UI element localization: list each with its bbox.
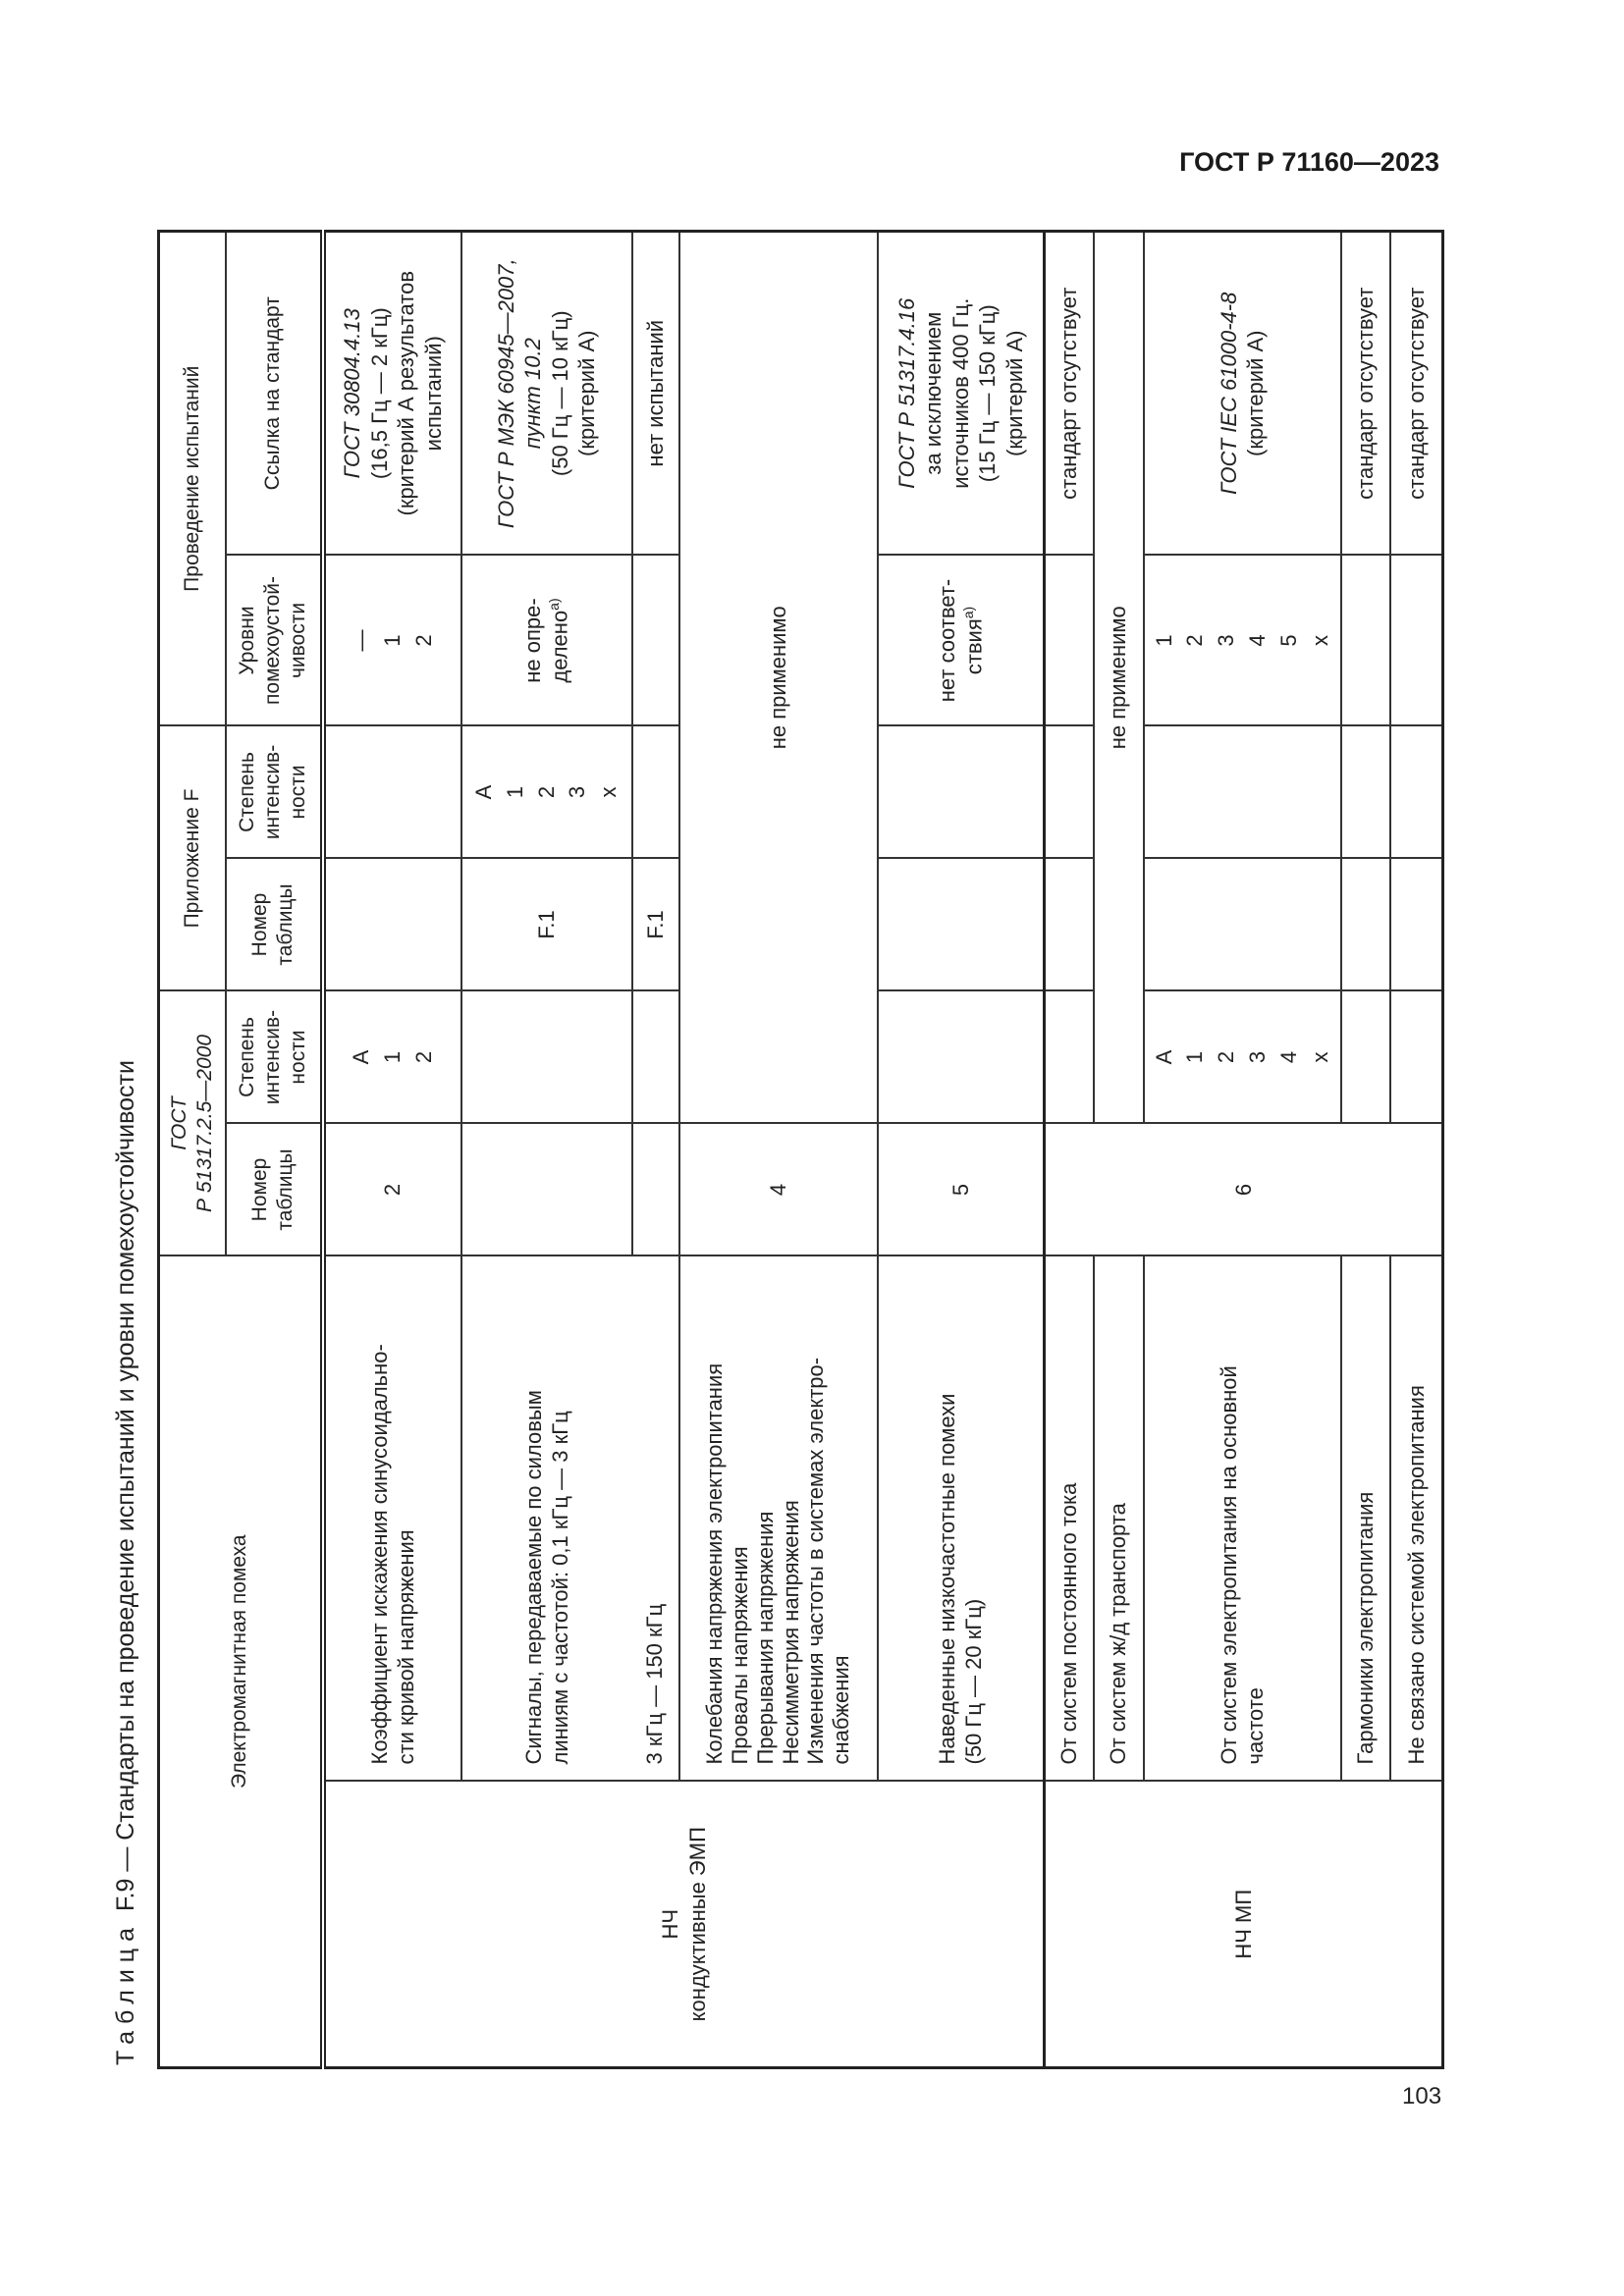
gost-table-cell: 4 <box>678 1123 878 1256</box>
standard-ref-cell: ГОСТ 30804.4.13 (16,5 Гц — 2 кГц) (крите… <box>322 231 461 556</box>
header-disturbance: Электромагнитная помеха <box>158 1255 323 2068</box>
standard-ref-cell: стандарт отсутствует <box>1340 231 1390 556</box>
annex-table-cell <box>1044 858 1094 991</box>
phenomenon-cell: От систем электропитания на основной час… <box>1143 1255 1341 1782</box>
phenomenon-cell: От систем постоянного тока <box>1044 1255 1094 1782</box>
header-annex-group: Приложение F <box>158 725 226 991</box>
table-row: НЧ кондуктивные ЭМП Коэффициент искажени… <box>322 231 1045 2068</box>
annex-table-cell <box>1143 858 1341 991</box>
annex-table-cell <box>1340 858 1390 991</box>
not-applicable-cell: не применимо <box>1093 231 1144 1124</box>
gost-table-cell: 5 <box>877 1123 1045 1256</box>
levels-cell: не опре- деленоа) <box>460 555 632 726</box>
annex-table-cell <box>322 858 461 991</box>
levels-cell: 1 2 3 4 5 x <box>1143 555 1341 726</box>
annex-severity-cell <box>1340 725 1390 859</box>
levels-cell: — 1 2 <box>322 555 461 726</box>
standard-ref-cell: стандарт отсутствует <box>1044 231 1094 556</box>
phenomenon-cell: 3 кГц — 150 кГц <box>631 1255 679 1782</box>
phenomenon-cell: Не связано системой электропитания <box>1389 1255 1443 1782</box>
annex-severity-cell <box>322 725 461 859</box>
gost-severity-cell <box>631 990 679 1124</box>
annex-severity-cell <box>1143 725 1341 859</box>
category-cell: НЧ МП <box>1044 1781 1443 2068</box>
gost-severity-cell <box>1340 990 1390 1124</box>
phenomenon-cell: Гармоники электропитания <box>1340 1255 1390 1782</box>
ref-standard: ГОСТ Р 51317.4.16 <box>893 297 919 489</box>
phenomenon-cell: Наведенные низкочастотные помехи (50 Гц … <box>877 1255 1045 1782</box>
gost-severity-cell <box>877 990 1045 1124</box>
footnote-mark: а) <box>546 598 563 611</box>
annex-table-cell <box>877 858 1045 991</box>
standard-ref-cell: ГОСТ IEC 61000-4-8 (критерий А) <box>1143 231 1341 556</box>
phenomenon-cell: Сигналы, передаваемые по силовым линиям … <box>460 1255 632 1782</box>
ref-details: за исключением источников 400 Гц. (15 Гц… <box>921 297 1027 489</box>
gost-table-cell: 2 <box>322 1123 461 1256</box>
gost-severity-cell <box>460 990 632 1124</box>
phenomenon-cell: От систем ж/д транспорта <box>1093 1255 1144 1782</box>
header-immunity-levels: Уровни помехоустой- чивости <box>225 555 323 726</box>
phenomenon-cell: Колебания напряжения электропитания Пров… <box>678 1255 878 1782</box>
annex-severity-cell <box>1044 725 1094 859</box>
annex-severity-cell: A 1 2 3 x <box>460 725 632 859</box>
levels-cell <box>1340 555 1390 726</box>
header-testing-group: Проведение испытаний <box>158 231 226 726</box>
header-annex-table-no: Номер таблицы <box>225 858 323 991</box>
gost-severity-cell: A 1 2 <box>322 990 461 1124</box>
header-standard-ref: Ссылка на стандарт <box>225 231 323 556</box>
levels-cell <box>1044 555 1094 726</box>
levels-text: нет соответ- ствия <box>934 578 987 703</box>
standard-ref-cell: ГОСТ Р 51317.4.16 за исключением источни… <box>877 231 1045 556</box>
not-applicable-cell: не применимо <box>678 231 878 1124</box>
gost-table-cell <box>631 1123 679 1256</box>
header-gost-severity: Степень интенсив- ности <box>225 990 323 1124</box>
header-gost-table-no: Номер таблицы <box>225 1123 323 1256</box>
caption-label: Таблица <box>112 1920 139 2065</box>
phenomenon-cell: Коэффициент искажения синусоидально- сти… <box>322 1255 461 1782</box>
ref-details: (критерий А) <box>1243 330 1269 456</box>
page-number: 103 <box>1402 2083 1442 2109</box>
ref-standard: ГОСТ Р МЭК 60945—2007, пункт 10.2 <box>493 258 546 529</box>
standard-ref-cell: ГОСТ Р МЭК 60945—2007, пункт 10.2 (50 Гц… <box>460 231 632 556</box>
annex-table-cell <box>1389 858 1443 991</box>
caption-text: F.9 — Стандарты на проведение испытаний … <box>112 1060 139 1911</box>
header-gost-group: ГОСТ Р 51317.2.5—2000 <box>158 990 226 1256</box>
annex-severity-cell <box>1389 725 1443 859</box>
ref-details: (16,5 Гц — 2 кГц) (критерий А результато… <box>366 270 446 516</box>
gost-table-cell <box>460 1123 632 1256</box>
category-cell: НЧ кондуктивные ЭМП <box>322 1781 1045 2068</box>
gost-severity-cell <box>1044 990 1094 1124</box>
ref-standard: ГОСТ 30804.4.13 <box>340 308 364 479</box>
gost-severity-cell <box>1389 990 1443 1124</box>
annex-severity-cell <box>631 725 679 859</box>
annex-table-cell: F.1 <box>631 858 679 991</box>
rotated-table-wrapper: Электромагнитная помеха ГОСТ Р 51317.2.5… <box>157 229 1445 2069</box>
levels-cell: нет соответ- ствияа) <box>877 555 1045 726</box>
standards-table: Электромагнитная помеха ГОСТ Р 51317.2.5… <box>157 229 1445 2069</box>
levels-cell <box>1389 555 1443 726</box>
table-row: НЧ МП От систем постоянного тока 6 станд… <box>1044 231 1443 2068</box>
standard-ref-cell: нет испытаний <box>631 231 679 556</box>
annex-table-cell: F.1 <box>460 858 632 991</box>
table-caption: Таблица F.9 — Стандарты на проведение исп… <box>112 1060 140 2065</box>
gost-table-cell: 6 <box>1044 1123 1443 1256</box>
levels-cell <box>631 555 679 726</box>
ref-details: (50 Гц — 10 кГц) (критерий А) <box>547 310 600 477</box>
header-row-groups: Электромагнитная помеха ГОСТ Р 51317.2.5… <box>158 231 323 2068</box>
header-annex-severity: Степень интенсив- ности <box>225 725 323 859</box>
ref-standard: ГОСТ IEC 61000-4-8 <box>1216 292 1241 495</box>
footnote-mark: а) <box>960 606 977 619</box>
gost-severity-cell: A 1 2 3 4 x <box>1143 990 1341 1124</box>
running-header: ГОСТ Р 71160—2023 <box>1179 147 1439 177</box>
levels-text: не опре- делено <box>519 598 572 683</box>
annex-severity-cell <box>877 725 1045 859</box>
standard-ref-cell: стандарт отсутствует <box>1389 231 1443 556</box>
